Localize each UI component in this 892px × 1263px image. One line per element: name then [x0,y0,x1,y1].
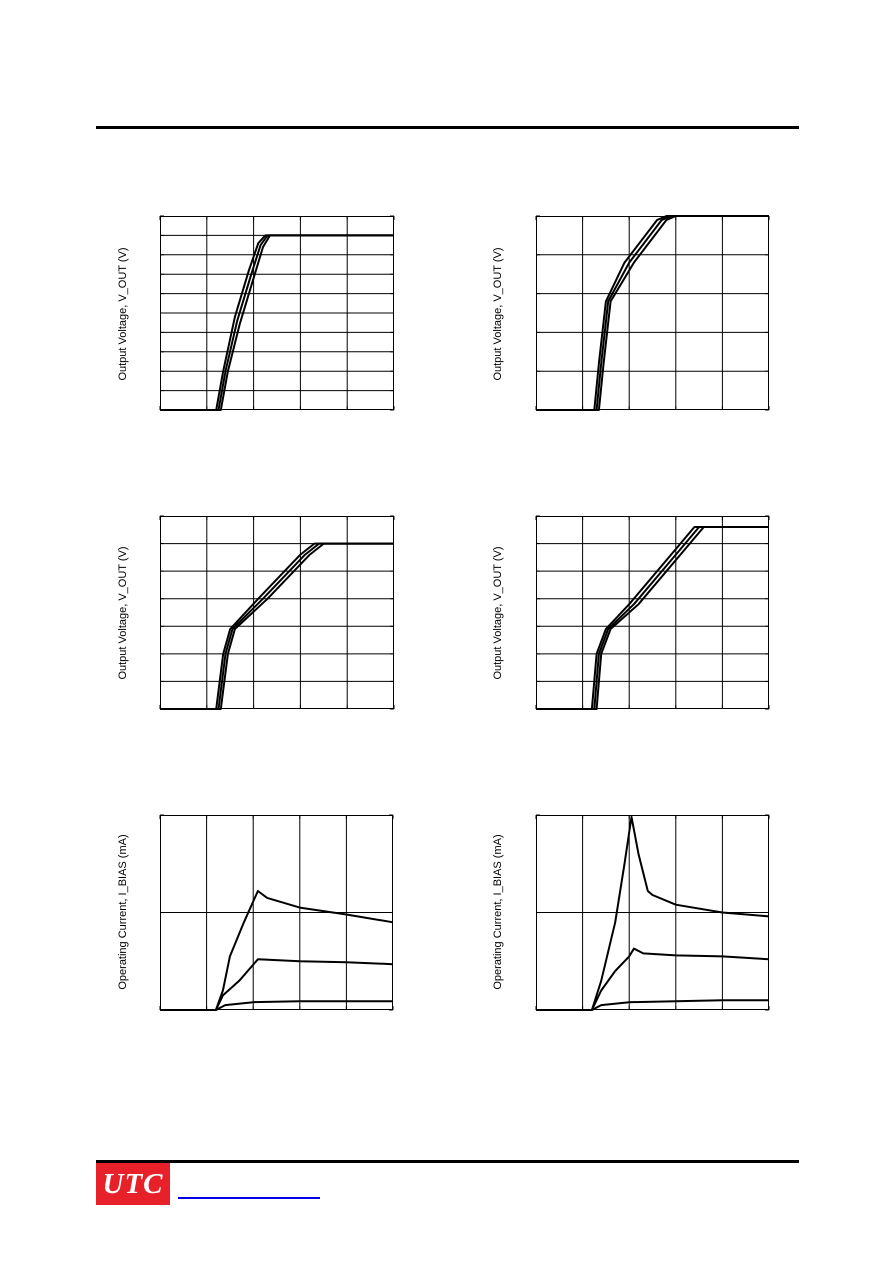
chart-1 [159,215,395,411]
series-line-3 [160,234,394,411]
series-line-2 [536,526,769,710]
series-line-1 [160,542,394,710]
series-line-3 [536,215,769,411]
chart-1-ylabel: Output Voltage, V_OUT (V) [117,247,129,381]
logo-text: UTC [102,1167,164,1200]
series-line-3 [160,542,394,710]
series-line-3 [536,526,769,710]
series-line-1 [536,526,769,710]
footer-rule [96,1160,799,1163]
series-line-2 [160,542,394,710]
chart-2-ylabel: Output Voltage, V_OUT (V) [492,247,504,381]
chart-3-ylabel: Output Voltage, V_OUT (V) [117,546,129,680]
series-line-1 [160,234,394,411]
series-line-3 [160,1000,393,1011]
plot-frame [160,516,394,709]
plot-frame [160,815,393,1010]
series-line-2 [160,958,394,1011]
series-line-1 [536,815,770,1011]
utc-logo: UTC [96,1163,170,1205]
plot-frame [160,216,394,410]
plot-frame [536,216,769,410]
chart-4-ylabel: Output Voltage, V_OUT (V) [492,546,504,680]
series-line-3 [536,999,769,1011]
website-link[interactable] [178,1197,320,1199]
chart-5-ylabel: Operating Current, I_BIAS (mA) [117,834,129,990]
series-line-1 [536,215,769,411]
chart-6 [535,814,770,1011]
chart-5 [159,814,394,1011]
chart-2 [535,215,770,411]
chart-6-ylabel: Operating Current, I_BIAS (mA) [492,834,504,990]
series-line-1 [160,890,394,1011]
series-line-2 [536,947,770,1011]
series-line-2 [160,234,394,411]
chart-4 [535,515,770,710]
chart-3 [159,515,395,710]
series-line-2 [536,215,769,411]
plot-frame [536,815,769,1010]
header-rule [96,126,799,129]
plot-frame [536,516,769,709]
